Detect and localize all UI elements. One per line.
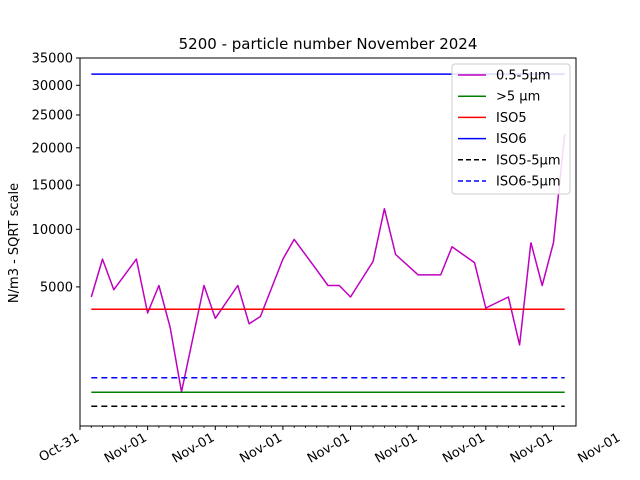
y-tick-label: 20000 (32, 141, 73, 156)
x-tick-label: Nov-01 (508, 430, 556, 466)
y-tick-label: 5000 (40, 280, 73, 295)
legend-label: 0.5-5µm (496, 69, 551, 84)
chart-title: 5200 - particle number November 2024 (179, 35, 478, 53)
legend-label: ISO5-5µm (496, 153, 561, 168)
x-tick-label: Nov-01 (237, 430, 285, 466)
legend-label: ISO6 (496, 132, 527, 147)
legend-label: ISO6-5µm (496, 175, 561, 190)
x-tick-label: Nov-01 (170, 430, 218, 466)
x-tick-label: Nov-01 (440, 430, 488, 466)
y-tick-label: 35000 (32, 52, 73, 67)
x-tick-label: Nov-01 (305, 430, 353, 466)
x-tick-label: Nov-01 (102, 430, 150, 466)
plot-area (90, 73, 566, 408)
series-line (90, 207, 532, 393)
x-tick-label: Nov-01 (576, 430, 624, 466)
legend-label: ISO5 (496, 111, 527, 126)
y-tick-label: 25000 (32, 108, 73, 123)
x-tick-label: Oct-31 (37, 430, 82, 465)
y-tick-label: 15000 (32, 179, 73, 194)
legend: 0.5-5µm >5 µm ISO5 ISO6 ISO5-5µm ISO6-5µm (451, 63, 571, 195)
x-tick-label: Nov-01 (373, 430, 421, 466)
y-axis-label: N/m3 - SQRT scale (7, 183, 22, 303)
y-tick-label: 10000 (32, 223, 73, 238)
y-tick-label: 30000 (32, 79, 73, 94)
legend-label: >5 µm (496, 90, 540, 105)
